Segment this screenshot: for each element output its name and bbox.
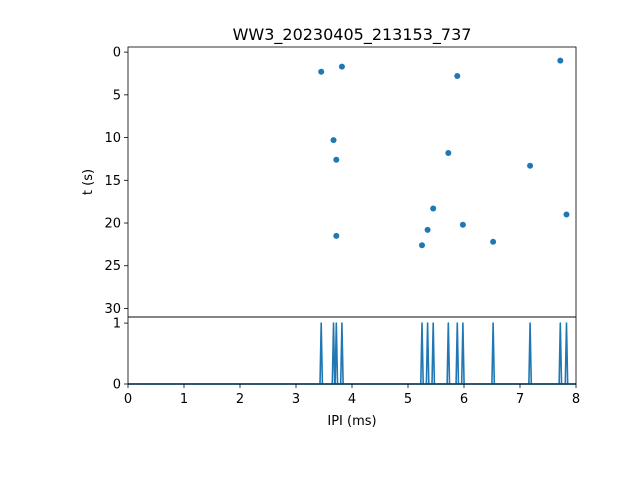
histogram-spike	[331, 322, 336, 385]
scatter-point	[490, 238, 497, 245]
y-tick-label: 20	[104, 217, 121, 232]
histogram-panel: 0 1 0 1 2 3 4 5 6 7 8	[113, 317, 580, 407]
x-tick-label: 0	[124, 392, 132, 407]
y-tick-label: 1	[113, 317, 121, 332]
histogram-spike	[334, 322, 339, 385]
x-tick-label: 7	[516, 392, 524, 407]
histogram-spike	[455, 322, 460, 385]
y-tick-label: 10	[104, 131, 121, 146]
scatter-point	[445, 149, 452, 156]
scatter-point	[430, 205, 437, 212]
chart-title: WW3_20230405_213153_737	[233, 25, 472, 45]
x-tick-label: 2	[236, 392, 244, 407]
x-axis-label: IPI (ms)	[327, 414, 376, 429]
histogram-spike	[431, 322, 436, 385]
scatter-point	[563, 211, 570, 218]
y-tick-label: 0	[113, 46, 121, 61]
scatter-point	[557, 57, 564, 64]
scatter-panel: 0 5 10 15 20 25 30	[104, 46, 577, 318]
y-axis-label: t (s)	[81, 169, 96, 195]
y-tick-label: 5	[113, 88, 121, 103]
histogram-spike	[446, 322, 451, 385]
histogram-spike	[528, 322, 533, 385]
histogram-spike	[558, 322, 563, 385]
scatter-point	[333, 156, 340, 163]
x-tick-label: 6	[460, 392, 468, 407]
y-tick-label: 25	[104, 259, 121, 274]
scatter-point	[527, 162, 534, 169]
scatter-point	[318, 68, 325, 75]
histogram-spike	[319, 322, 324, 385]
scatter-point	[424, 226, 431, 233]
histogram-frame	[127, 316, 577, 385]
scatter-point	[330, 137, 337, 144]
scatter-point	[454, 73, 461, 80]
scatter-point	[459, 221, 466, 228]
x-tick-label: 4	[348, 392, 356, 407]
histogram-spike	[460, 322, 465, 385]
scatter-frame	[127, 46, 577, 318]
histogram-spike	[420, 322, 424, 385]
histogram-spike	[491, 322, 496, 385]
x-tick-label: 8	[572, 392, 580, 407]
histogram-spike	[339, 322, 344, 385]
x-tick-label: 5	[404, 392, 412, 407]
histogram-spike	[564, 322, 569, 385]
x-tick-label: 1	[180, 392, 188, 407]
scatter-point	[333, 232, 340, 239]
x-tick-label: 3	[292, 392, 300, 407]
scatter-point	[338, 63, 345, 70]
scatter-point	[419, 242, 425, 249]
y-tick-label: 30	[104, 302, 121, 317]
y-tick-label: 15	[104, 174, 121, 189]
y-tick-label: 0	[113, 378, 121, 393]
histogram-spike	[425, 322, 430, 385]
